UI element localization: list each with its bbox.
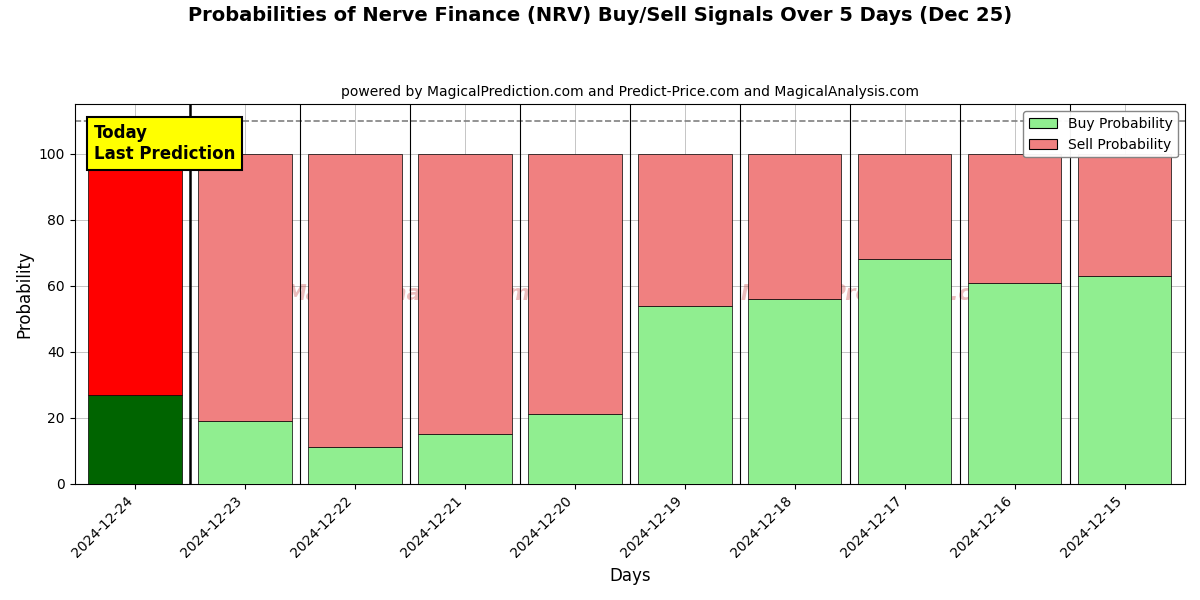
Text: Today
Last Prediction: Today Last Prediction (94, 124, 235, 163)
Bar (638, 154, 732, 305)
Bar (308, 448, 402, 484)
Text: MagicalPrediction.com: MagicalPrediction.com (740, 284, 1008, 304)
Bar (528, 154, 622, 415)
Text: MagicalAnalysis.com: MagicalAnalysis.com (286, 284, 530, 304)
Title: powered by MagicalPrediction.com and Predict-Price.com and MagicalAnalysis.com: powered by MagicalPrediction.com and Pre… (341, 85, 919, 99)
Text: Probabilities of Nerve Finance (NRV) Buy/Sell Signals Over 5 Days (Dec 25): Probabilities of Nerve Finance (NRV) Buy… (188, 6, 1012, 25)
Bar (968, 283, 1061, 484)
Bar (1078, 154, 1171, 276)
Legend: Buy Probability, Sell Probability: Buy Probability, Sell Probability (1024, 111, 1178, 157)
Bar (858, 259, 952, 484)
Bar (89, 154, 182, 395)
Bar (528, 415, 622, 484)
Bar (968, 154, 1061, 283)
Bar (198, 421, 292, 484)
Y-axis label: Probability: Probability (16, 250, 34, 338)
Bar (308, 154, 402, 448)
Bar (748, 299, 841, 484)
Bar (419, 154, 511, 434)
Bar (419, 434, 511, 484)
Bar (638, 305, 732, 484)
Bar (858, 154, 952, 259)
Bar (89, 395, 182, 484)
Bar (748, 154, 841, 299)
X-axis label: Days: Days (610, 567, 650, 585)
Bar (198, 154, 292, 421)
Bar (1078, 276, 1171, 484)
